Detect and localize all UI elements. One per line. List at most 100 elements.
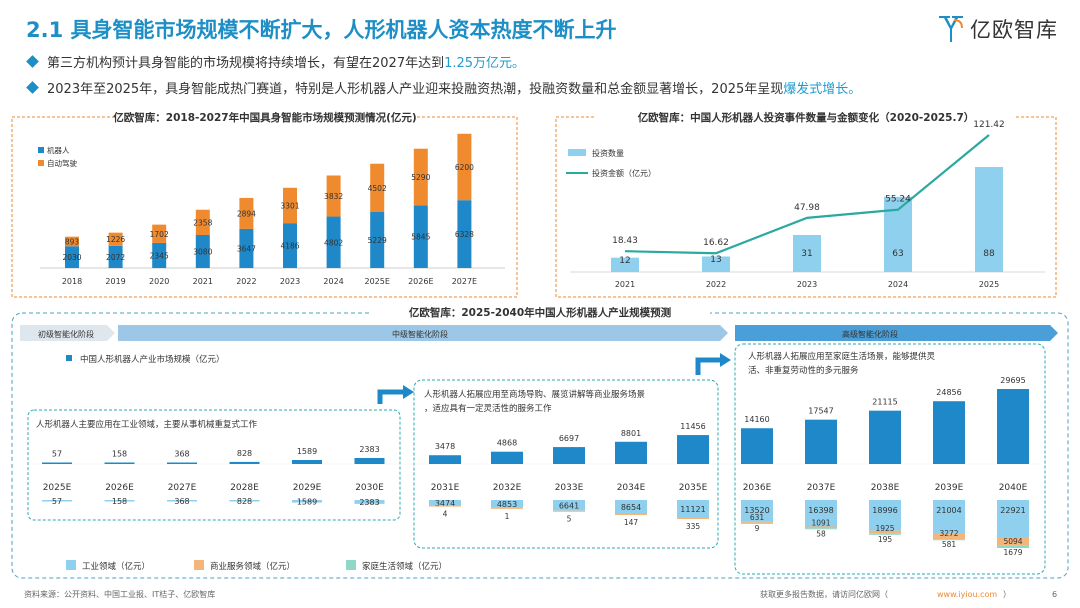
- chart1-label-robot: 2030: [62, 253, 81, 262]
- bullet-1-text: 第三方机构预计具身智能的市场规模将持续增长，有望在2027年达到: [47, 56, 445, 71]
- chart1-label-auto: 3832: [324, 192, 343, 201]
- chart3-bar-total: [429, 455, 461, 464]
- chart3-bar-commercial: [615, 513, 647, 515]
- chart3-label-small: 58: [816, 529, 826, 538]
- chart3-bar-total: [354, 457, 385, 464]
- chart3-legend-home: 家庭生活领域（亿元）: [362, 561, 447, 572]
- chart1-label-auto: 2358: [193, 218, 212, 227]
- chart1-label-auto: 1226: [106, 235, 125, 244]
- chart2-label-count: 31: [801, 249, 812, 259]
- chart2-bar-count: [793, 235, 821, 272]
- chart1-bar-robot: [108, 245, 123, 268]
- chart3-bar-industry: [491, 500, 523, 508]
- stage-arrow-head-2: [720, 353, 731, 367]
- chart3-bar-commercial: [805, 526, 837, 529]
- chart1-frame: [11, 116, 518, 298]
- stage-3-arrow: [735, 325, 1058, 341]
- chart3-bar-industry: [292, 500, 322, 503]
- chart1-label-robot: 2072: [106, 253, 125, 262]
- chart3-bar-industry: [805, 500, 837, 527]
- chart3-label-industry: 16398: [808, 506, 833, 515]
- chart3-bar-home: [933, 539, 965, 541]
- chart1-bar-auto: [457, 133, 472, 201]
- chart3-x-tick: 2027E: [168, 483, 197, 493]
- chart3-label-industry: 1589: [297, 497, 317, 506]
- chart3-label-industry: 3474: [435, 499, 455, 508]
- chart1-label-auto: 1702: [150, 230, 169, 239]
- chart2-label-amount: 16.62: [703, 238, 729, 248]
- chart1-label-robot: 5229: [368, 236, 387, 245]
- chart3-title: 亿欧智库：2025-2040年中国人形机器人产业规模预测: [409, 306, 671, 319]
- chart3-legend-total: 中国人形机器人产业市场规模（亿元）: [80, 354, 225, 365]
- chart1-bar-robot: [457, 200, 472, 268]
- chart3-legend-swatch-commercial: [194, 560, 204, 570]
- chart1-bar-robot: [370, 211, 385, 268]
- chart1-bar-robot: [326, 216, 341, 268]
- chart3-legend-swatch-total: [66, 355, 72, 361]
- bullet-2-text: 2023年至2025年，具身智能成热门赛道，特别是人形机器人产业迎来投融资热潮，…: [47, 82, 784, 97]
- chart3-label-total: 29695: [1000, 376, 1025, 385]
- chart3-bar-industry: [615, 500, 647, 514]
- chart3-bar-commercial: [933, 533, 965, 540]
- chart2-legend-amount: 投资金额（亿元）: [592, 168, 656, 178]
- chart1-x-tick: 2018: [62, 277, 82, 286]
- chart3-x-tick: 2036E: [743, 483, 772, 493]
- chart1-bar-auto: [370, 163, 385, 212]
- chart3-label-total: 2383: [359, 445, 379, 454]
- chart1-label-auto: 5290: [411, 173, 430, 182]
- chart2-x-tick: 2022: [706, 280, 726, 289]
- chart2-title-bg: [596, 108, 1016, 126]
- chart3-label-industry: 828: [237, 497, 252, 506]
- chart2-label-count: 12: [619, 256, 630, 266]
- chart3-bar-industry: [933, 500, 965, 534]
- chart3-bar-total: [677, 435, 709, 464]
- chart3-label-small: 147: [624, 518, 639, 527]
- chart3-label-industry: 21004: [936, 506, 961, 515]
- chart3-bar-industry: [429, 500, 461, 506]
- chart3-bar-home: [997, 545, 1029, 548]
- chart3-legend-swatch-industry: [66, 560, 76, 570]
- chart3-bar-home: [741, 522, 773, 524]
- chart1-bar-auto: [413, 148, 428, 206]
- chart2-legend-count: 投资数量: [592, 148, 624, 158]
- chart3-bar-commercial: [677, 517, 709, 519]
- chart3-label-total: 8801: [621, 429, 641, 438]
- chart3-label-industry: 6641: [559, 501, 579, 510]
- chart3-label-small: 1679: [1003, 548, 1022, 557]
- chart1-label-auto: 6200: [455, 163, 474, 172]
- chart3-bar-industry: [229, 500, 260, 502]
- chart1-title-bg: [115, 108, 415, 126]
- chart3-bar-total: [491, 451, 523, 464]
- chart3-label-total: 21115: [872, 398, 897, 407]
- chart3-bar-home: [805, 528, 837, 530]
- chart3-x-tick: 2039E: [935, 483, 964, 493]
- chart3-label-total: 158: [112, 450, 127, 459]
- stage-2-desc-line1: 人形机器人拓展应用至商场导购、展览讲解等商业服务场景: [424, 389, 645, 400]
- bullet-1-highlight: 1.25万亿元。: [444, 56, 526, 71]
- chart3-x-tick: 2034E: [617, 483, 646, 493]
- chart3-label-small: 5: [567, 515, 572, 524]
- chart3-label-total: 24856: [936, 388, 961, 397]
- chart3-bar-industry: [104, 500, 135, 502]
- logo: 亿欧智库: [938, 14, 1058, 44]
- chart3-label-industry: 4853: [497, 500, 517, 509]
- chart3-x-tick: 2038E: [871, 483, 900, 493]
- chart1-bar-auto: [283, 187, 297, 224]
- stage-3-box: [734, 343, 1046, 575]
- chart2-bar-count: [975, 167, 1003, 272]
- chart3-label-industry: 158: [112, 497, 127, 506]
- chart2-label-amount: 55.24: [885, 195, 911, 205]
- chart1-label-auto: 893: [65, 237, 80, 246]
- chart1-label-auto: 3301: [280, 201, 299, 210]
- chart2-line-amount: [624, 134, 990, 255]
- chart2-legend-swatch-count: [568, 149, 586, 156]
- chart1-label-robot: 6328: [455, 230, 474, 239]
- chart1-x-tick: 2026E: [408, 277, 433, 286]
- stage-1-label: 初级智能化阶段: [38, 329, 94, 339]
- chart2-label-count: 63: [892, 249, 903, 259]
- chart3-legend-commercial: 商业服务领域（亿元）: [210, 561, 295, 572]
- chart3-bar-total: [553, 447, 585, 464]
- stage-arrow-2-to-3: [695, 357, 722, 375]
- chart3-label-industry: 22921: [1000, 506, 1025, 515]
- chart2-bar-count: [702, 256, 730, 272]
